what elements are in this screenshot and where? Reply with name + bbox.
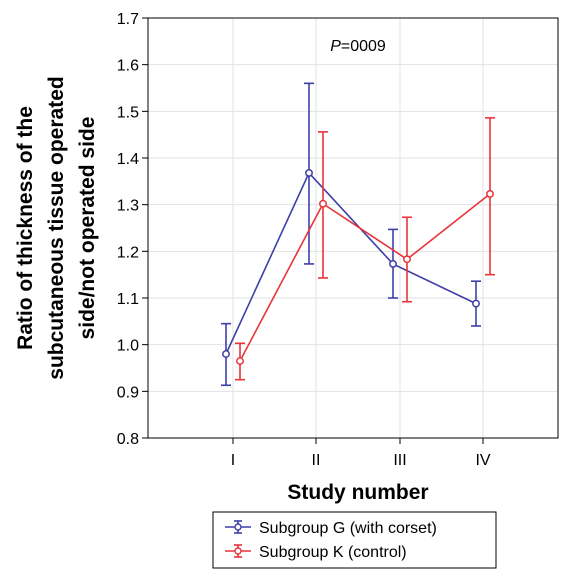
y-tick-label: 0.9	[117, 384, 139, 401]
data-point	[222, 350, 230, 358]
y-tick-label: 1.5	[117, 104, 139, 121]
y-tick-label: 1.3	[117, 198, 139, 215]
y-tick-label: 1.4	[117, 151, 139, 168]
y-axis-title-line-3: side/not operated side	[76, 117, 99, 340]
legend-item: Subgroup K (control)	[225, 544, 407, 561]
x-axis: I II III IV	[231, 438, 491, 469]
x-tick-label: I	[231, 452, 235, 469]
data-point	[389, 259, 397, 268]
legend-item: Subgroup G (with corset)	[225, 520, 437, 537]
legend-marker	[234, 547, 242, 555]
legend-marker	[234, 523, 242, 531]
data-point	[472, 299, 480, 308]
data-point	[319, 199, 327, 208]
data-point	[305, 168, 313, 177]
x-tick-label: IV	[475, 452, 490, 469]
series-subgroup-g	[221, 82, 481, 387]
y-tick-label: 1.7	[117, 11, 139, 28]
x-tick-label: III	[393, 452, 406, 469]
y-tick-label: 1.1	[117, 291, 139, 308]
y-tick-label: 0.8	[117, 431, 139, 448]
x-axis-title: Study number	[287, 481, 428, 504]
legend: Subgroup G (with corset) Subgroup K (cont…	[212, 511, 497, 569]
y-axis-title-line-2: subcutaneous tissue operated	[45, 76, 68, 379]
y-tick-label: 1.6	[117, 58, 139, 75]
series-line	[239, 193, 491, 362]
p-value-text: =0009	[341, 38, 386, 55]
data-point	[403, 255, 411, 264]
series-subgroup-k	[235, 117, 495, 381]
legend-box	[212, 511, 497, 569]
series-line	[225, 171, 477, 355]
y-axis-title: Ratio of thickness of the subcutaneous t…	[14, 76, 99, 379]
series-layer	[221, 82, 495, 387]
p-value-prefix: P	[330, 38, 341, 55]
x-tick-label: II	[312, 452, 321, 469]
y-tick-label: 1.2	[117, 244, 139, 261]
data-point	[486, 189, 494, 198]
legend-label: Subgroup G (with corset)	[259, 520, 437, 537]
y-tick-label: 1.0	[117, 338, 139, 355]
plot-frame	[147, 17, 559, 439]
p-value-annotation: P=0009	[330, 38, 386, 55]
legend-label: Subgroup K (control)	[259, 544, 407, 561]
y-axis: 0.8 0.9 1.0 1.1 1.2 1.3 1.4 1.5 1.6 1.7	[117, 11, 148, 448]
y-axis-title-line-1: Ratio of thickness of the	[14, 106, 37, 350]
data-point	[236, 357, 244, 365]
grid-layer	[148, 17, 558, 439]
